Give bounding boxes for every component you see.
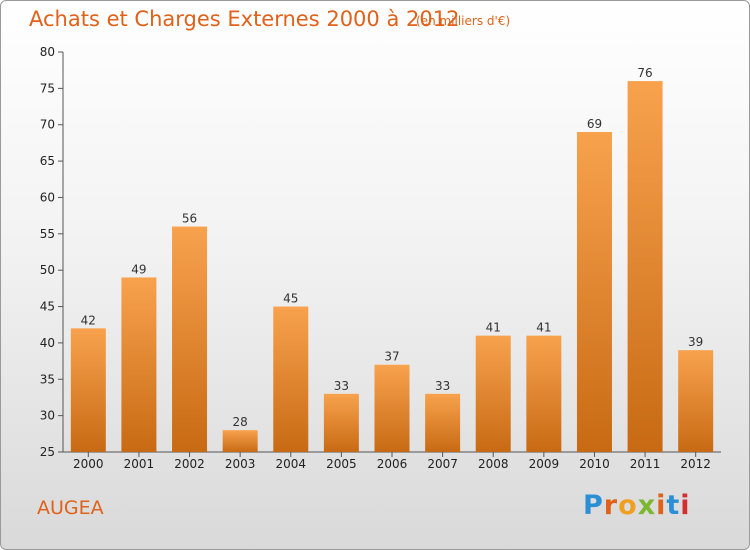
- y-tick-label: 55: [40, 227, 55, 241]
- x-tick-label-2005: 2005: [326, 457, 357, 471]
- bar-2006: [374, 364, 410, 452]
- data-label-2010: 69: [587, 117, 602, 131]
- data-label-2003: 28: [233, 415, 248, 429]
- data-label-2008: 41: [486, 321, 501, 335]
- bar-2001: [121, 277, 157, 452]
- y-tick-label: 75: [40, 81, 55, 95]
- y-tick-label: 80: [40, 45, 55, 59]
- y-tick-label: 25: [40, 445, 55, 459]
- x-tick-label-2009: 2009: [529, 457, 560, 471]
- chart-title: Achats et Charges Externes 2000 à 2012: [29, 7, 460, 31]
- proxiti-logo: Proxiti: [583, 490, 691, 521]
- y-tick-label: 40: [40, 336, 55, 350]
- logo-letter: i: [680, 490, 691, 521]
- x-tick-label-2008: 2008: [478, 457, 509, 471]
- logo-letter: t: [666, 490, 681, 521]
- data-label-2009: 41: [536, 321, 551, 335]
- data-label-2000: 42: [81, 313, 96, 327]
- logo-letter: r: [603, 490, 619, 521]
- y-tick-label: 30: [40, 409, 55, 423]
- data-label-2004: 45: [283, 292, 298, 306]
- bar-2004: [273, 306, 309, 452]
- logo-letter: o: [618, 490, 638, 521]
- x-tick-label-2003: 2003: [225, 457, 256, 471]
- bar-2000: [70, 328, 106, 452]
- x-tick-label-2004: 2004: [275, 457, 306, 471]
- data-label-2012: 39: [688, 335, 703, 349]
- bar-2011: [627, 81, 663, 452]
- data-label-2002: 56: [182, 212, 197, 226]
- y-tick-label: 45: [40, 300, 55, 314]
- bar-2012: [678, 350, 714, 452]
- x-tick-label-2011: 2011: [630, 457, 661, 471]
- y-tick-label: 35: [40, 372, 55, 386]
- bar-2005: [323, 393, 359, 452]
- data-label-2006: 37: [384, 350, 399, 364]
- x-tick-label-2010: 2010: [579, 457, 610, 471]
- data-label-2005: 33: [334, 379, 349, 393]
- y-tick-label: 50: [40, 263, 55, 277]
- bar-2010: [576, 132, 612, 452]
- x-tick-label-2012: 2012: [680, 457, 711, 471]
- x-tick-label-2002: 2002: [174, 457, 205, 471]
- bar-2007: [425, 393, 461, 452]
- bar-2009: [526, 335, 562, 452]
- bar-2002: [172, 226, 208, 452]
- bar-2008: [475, 335, 511, 452]
- data-label-2011: 76: [637, 66, 652, 80]
- x-tick-label-2006: 2006: [377, 457, 408, 471]
- data-label-2007: 33: [435, 379, 450, 393]
- y-tick-label: 70: [40, 118, 55, 132]
- x-tick-label-2000: 2000: [73, 457, 104, 471]
- y-tick-label: 60: [40, 190, 55, 204]
- logo-letter: i: [656, 490, 667, 521]
- data-label-2001: 49: [131, 262, 146, 276]
- x-tick-label-2001: 2001: [124, 457, 155, 471]
- chart-unit: (en milliers d'€): [416, 14, 511, 28]
- logo-letter: P: [583, 490, 604, 521]
- x-tick-label-2007: 2007: [427, 457, 458, 471]
- logo-letter: x: [637, 490, 657, 521]
- commune-name: AUGEA: [37, 497, 104, 519]
- y-tick-label: 65: [40, 154, 55, 168]
- bar-2003: [222, 430, 258, 452]
